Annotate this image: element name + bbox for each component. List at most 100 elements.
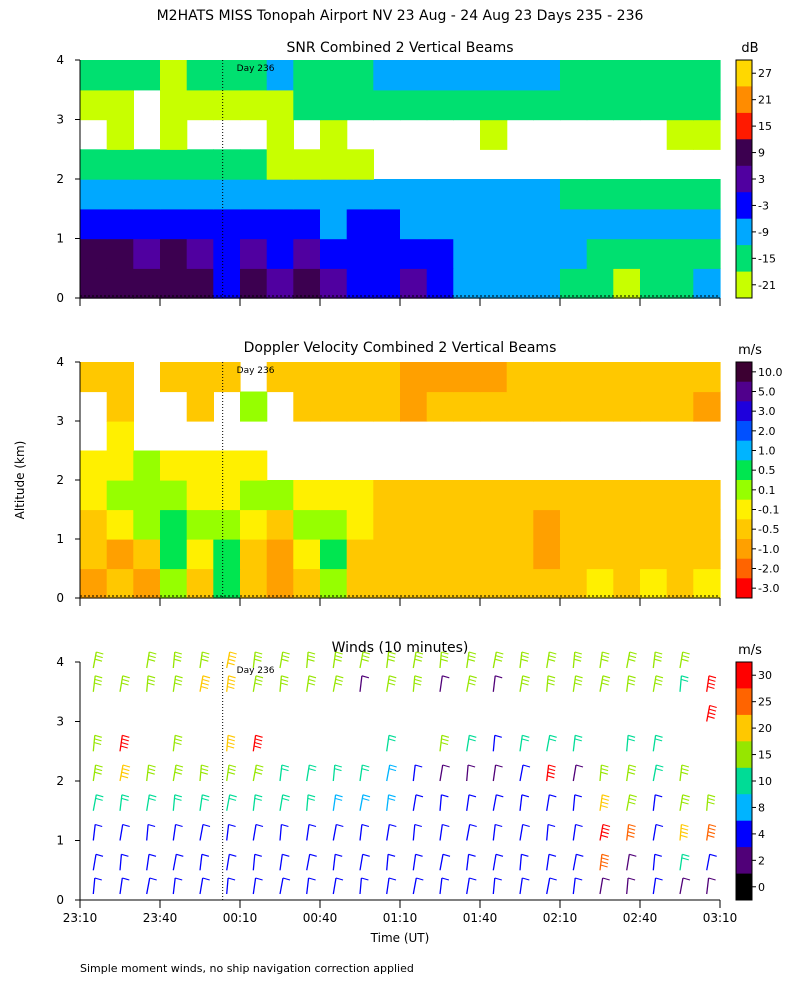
wind-barb-flag [335, 794, 343, 798]
heatmap-cell [213, 89, 241, 121]
heatmap-cell [266, 60, 294, 91]
heatmap-cell [240, 89, 268, 121]
heatmap-cell [506, 89, 534, 121]
wind-barb-flag [227, 741, 235, 746]
wind-barb-flag [388, 734, 397, 738]
colorbar-tick-label: 3.0 [758, 405, 776, 418]
wind-barb-flag [415, 853, 423, 857]
colorbar-tick-label: 4 [758, 828, 765, 841]
heatmap-cell [586, 179, 614, 210]
heatmap-cell [106, 208, 134, 240]
x-tick-label: 23:40 [143, 911, 178, 925]
wind-barb [652, 877, 657, 895]
heatmap-cell [506, 179, 534, 210]
wind-barb-flag [682, 794, 690, 798]
heatmap-cell [453, 568, 481, 599]
wind-barb-flag [708, 708, 717, 712]
heatmap-cell [106, 179, 134, 210]
wind-barb [199, 794, 203, 811]
colorbar-tick-label: 21 [758, 94, 772, 107]
wind-barb-flag [469, 877, 477, 881]
wind-barb-flag [307, 794, 316, 798]
wind-barb-flag [226, 745, 235, 749]
heatmap-cell [560, 208, 588, 240]
wind-barb [119, 854, 123, 871]
wind-barb-flag [228, 764, 237, 768]
wind-barb-flag [282, 651, 290, 655]
wind-barb-flag [121, 741, 129, 746]
wind-barb [599, 675, 604, 692]
wind-barb-flag [200, 768, 209, 772]
wind-barb-flag [628, 675, 636, 679]
wind-barb-flag [521, 853, 529, 857]
heatmap-cell [666, 539, 694, 570]
wind-barb-flag [468, 651, 477, 655]
y-tick-label: 3 [56, 414, 64, 428]
wind-barb-flag [335, 678, 343, 682]
wind-barb [199, 854, 203, 871]
heatmap-cell [640, 539, 668, 570]
wind-barb-flag [334, 655, 343, 659]
wind-barb-flag [655, 877, 663, 881]
heatmap-cell [453, 391, 481, 422]
wind-barb [172, 651, 176, 669]
wind-barb-flag [362, 764, 370, 768]
wind-barb-flag [415, 794, 424, 798]
wind-barb-flag [707, 794, 716, 798]
wind-barb-flag [627, 682, 635, 686]
wind-barb-flag [682, 877, 691, 881]
heatmap-cell [586, 568, 614, 599]
wind-barb-flag [174, 678, 183, 682]
heatmap-cell [106, 480, 134, 511]
wind-barb-flag [307, 658, 315, 662]
heatmap-cell [586, 391, 614, 422]
wind-barb-flag [96, 794, 104, 798]
heatmap-cell [613, 509, 641, 540]
wind-barb-flag [574, 738, 582, 742]
wind-barb [466, 854, 470, 871]
colorbar-swatch [736, 362, 752, 383]
wind-barb-flag [576, 853, 584, 857]
wind-barb-flag [601, 764, 609, 768]
wind-barb-flag [121, 682, 129, 686]
colorbar-unit: dB [741, 41, 758, 56]
wind-barb [439, 651, 443, 669]
wind-barb [439, 854, 444, 871]
heatmap-cell [426, 391, 454, 422]
wind-barb-flag [600, 860, 609, 865]
heatmap-cell [240, 179, 268, 210]
wind-barb-flag [414, 675, 422, 679]
wind-barb-flag [441, 794, 449, 798]
wind-barb [572, 735, 576, 752]
heatmap-cell [480, 568, 508, 599]
wind-barb-flag [309, 764, 317, 768]
wind-barb-flag [122, 768, 130, 772]
wind-barb-flag [202, 675, 211, 679]
heatmap-cell [80, 480, 108, 511]
heatmap-cell [533, 391, 561, 422]
wind-barb [146, 764, 150, 782]
wind-barb-flag [95, 797, 103, 801]
x-tick-label: 02:10 [543, 911, 578, 925]
y-tick-label: 2 [56, 473, 64, 487]
wind-barb [306, 651, 309, 669]
heatmap-cell [346, 179, 374, 210]
wind-barb [359, 877, 363, 895]
heatmap-cell [506, 480, 534, 511]
heatmap-cell [293, 362, 321, 393]
heatmap-cell [320, 362, 348, 393]
heatmap-cell [480, 509, 508, 540]
wind-barb-flag [548, 853, 557, 857]
heatmap-cell [320, 60, 348, 91]
wind-barb-flag [655, 823, 664, 828]
wind-barb [92, 735, 96, 752]
wind-barb-flag [147, 682, 155, 686]
wind-barb-flag [335, 853, 343, 857]
wind-barb-flag [281, 797, 290, 801]
wind-barb [652, 651, 656, 669]
wind-barb-flag [547, 675, 556, 679]
wind-barb [146, 877, 151, 895]
colorbar-unit: m/s [738, 343, 762, 358]
heatmap-cell [693, 539, 721, 570]
heatmap-cell [133, 179, 161, 210]
